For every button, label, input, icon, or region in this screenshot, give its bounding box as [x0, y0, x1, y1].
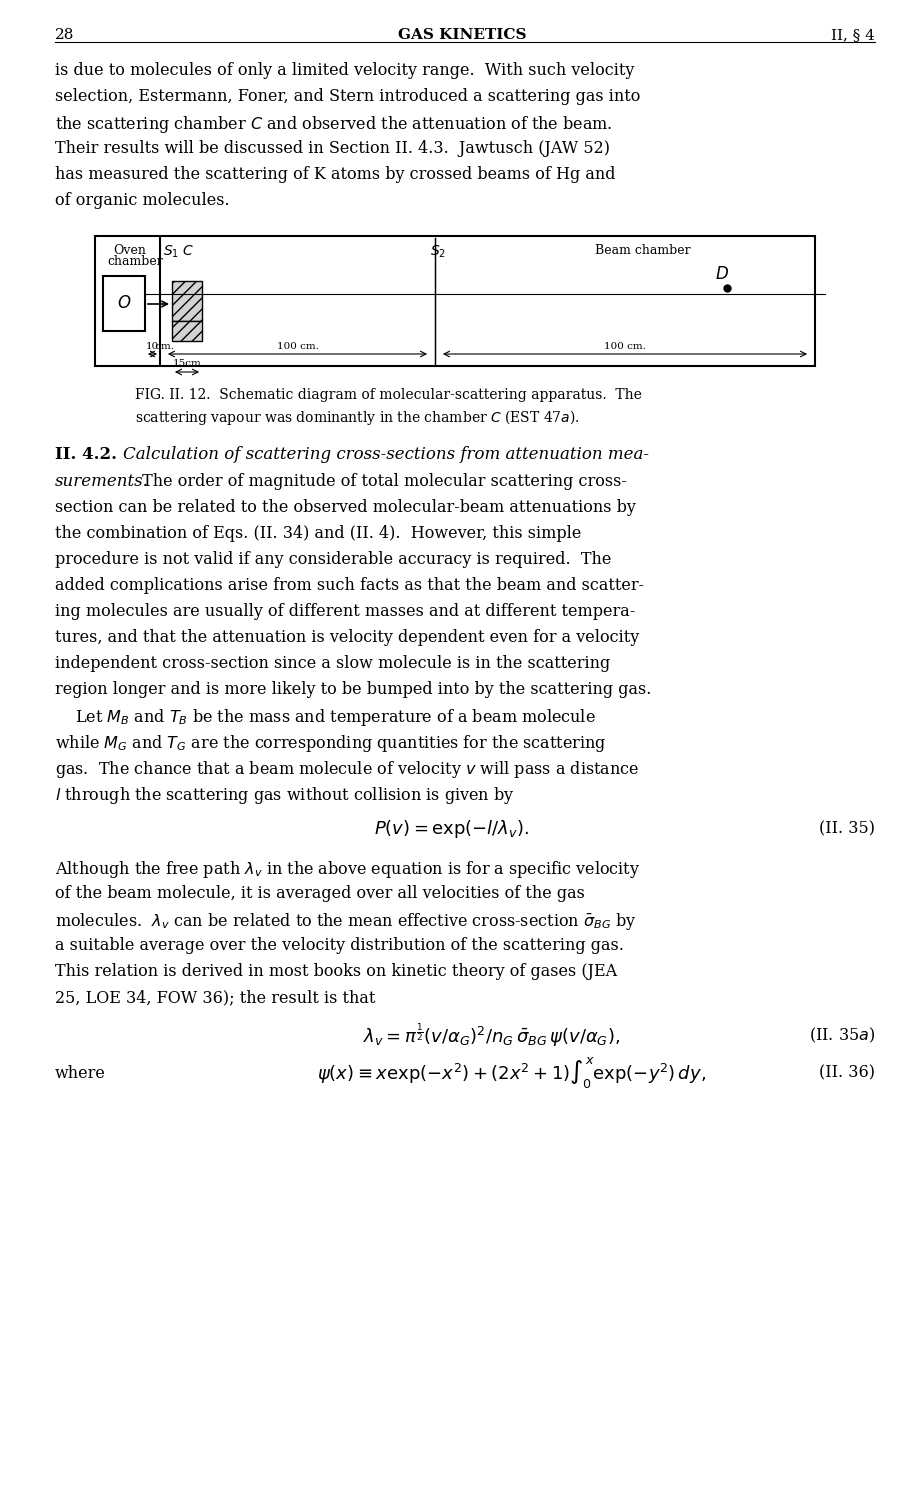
Text: $O$: $O$ — [116, 296, 131, 312]
Text: II. 4.2.: II. 4.2. — [55, 446, 117, 464]
Text: surements.: surements. — [55, 472, 149, 490]
Text: Although the free path $\lambda_v$ in the above equation is for a specific veloc: Although the free path $\lambda_v$ in th… — [55, 859, 640, 880]
Text: 100 cm.: 100 cm. — [276, 342, 319, 351]
Bar — [95, 236, 815, 366]
Text: is due to molecules of only a limited velocity range.  With such velocity: is due to molecules of only a limited ve… — [55, 62, 635, 80]
Text: 100 cm.: 100 cm. — [604, 342, 646, 351]
Text: while $M_G$ and $T_G$ are the corresponding quantities for the scattering: while $M_G$ and $T_G$ are the correspond… — [55, 734, 606, 754]
Text: $S_2$: $S_2$ — [430, 244, 446, 261]
Text: Oven: Oven — [113, 244, 146, 256]
Text: 25, LOE 34, FOW 36); the result is that: 25, LOE 34, FOW 36); the result is that — [55, 988, 375, 1006]
Text: 15cm: 15cm — [173, 358, 201, 368]
Text: This relation is derived in most books on kinetic theory of gases (JEA: This relation is derived in most books o… — [55, 963, 617, 980]
Text: (II. 36): (II. 36) — [819, 1065, 875, 1082]
Text: the combination of Eqs. (II. 34) and (II. 4).  However, this simple: the combination of Eqs. (II. 34) and (II… — [55, 525, 581, 542]
Text: chamber: chamber — [107, 255, 163, 268]
Bar — [172, 321, 202, 340]
Text: a suitable average over the velocity distribution of the scattering gas.: a suitable average over the velocity dis… — [55, 938, 624, 954]
Text: cm.: cm. — [152, 342, 175, 351]
Text: procedure is not valid if any considerable accuracy is required.  The: procedure is not valid if any considerab… — [55, 550, 612, 568]
Text: $P(v) = \exp(-l/\lambda_v).$: $P(v) = \exp(-l/\lambda_v).$ — [374, 818, 529, 840]
Text: $S_1$: $S_1$ — [163, 244, 179, 261]
Text: (II. 35$a$): (II. 35$a$) — [808, 1026, 875, 1044]
Text: has measured the scattering of K atoms by crossed beams of Hg and: has measured the scattering of K atoms b… — [55, 166, 615, 183]
Text: ing molecules are usually of different masses and at different tempera-: ing molecules are usually of different m… — [55, 603, 636, 619]
Text: Calculation of scattering cross-sections from attenuation mea-: Calculation of scattering cross-sections… — [123, 446, 649, 464]
Text: tures, and that the attenuation is velocity dependent even for a velocity: tures, and that the attenuation is veloc… — [55, 628, 639, 646]
Text: Their results will be discussed in Section II. 4.3.  Jawtusch (JAW 52): Their results will be discussed in Secti… — [55, 140, 610, 158]
Text: 28: 28 — [55, 28, 74, 42]
Text: selection, Estermann, Foner, and Stern introduced a scattering gas into: selection, Estermann, Foner, and Stern i… — [55, 88, 640, 105]
Text: Beam chamber: Beam chamber — [595, 244, 690, 256]
Text: Let $M_B$ and $T_B$ be the mass and temperature of a beam molecule: Let $M_B$ and $T_B$ be the mass and temp… — [55, 706, 596, 728]
Text: The order of magnitude of total molecular scattering cross-: The order of magnitude of total molecula… — [137, 472, 626, 490]
Text: the scattering chamber $C$ and observed the attenuation of the beam.: the scattering chamber $C$ and observed … — [55, 114, 613, 135]
Text: scattering vapour was dominantly in the chamber $C$ (EST 47$a$).: scattering vapour was dominantly in the … — [135, 408, 579, 428]
Text: gas.  The chance that a beam molecule of velocity $v$ will pass a distance: gas. The chance that a beam molecule of … — [55, 759, 639, 780]
Text: of organic molecules.: of organic molecules. — [55, 192, 230, 208]
Text: $\lambda_v = \pi^{\frac{1}{2}}(v/\alpha_G)^2/n_G\,\bar{\sigma}_{BG}\,\psi(v/\alp: $\lambda_v = \pi^{\frac{1}{2}}(v/\alpha_… — [363, 1022, 621, 1048]
Text: $l$ through the scattering gas without collision is given by: $l$ through the scattering gas without c… — [55, 784, 515, 806]
Text: GAS KINETICS: GAS KINETICS — [397, 28, 527, 42]
Text: II, § 4: II, § 4 — [831, 28, 875, 42]
Text: added complications arise from such facts as that the beam and scatter-: added complications arise from such fact… — [55, 578, 644, 594]
Text: of the beam molecule, it is averaged over all velocities of the gas: of the beam molecule, it is averaged ove… — [55, 885, 585, 902]
Bar — [103, 276, 145, 332]
Text: molecules.  $\lambda_v$ can be related to the mean effective cross-section $\bar: molecules. $\lambda_v$ can be related to… — [55, 910, 637, 932]
Text: independent cross-section since a slow molecule is in the scattering: independent cross-section since a slow m… — [55, 656, 610, 672]
Text: $D$: $D$ — [715, 266, 729, 284]
Text: $C$: $C$ — [182, 244, 194, 258]
Text: region longer and is more likely to be bumped into by the scattering gas.: region longer and is more likely to be b… — [55, 681, 651, 698]
Text: where: where — [55, 1065, 106, 1082]
Text: $\psi(x) \equiv x\exp(-x^2)+(2x^2+1)\int_0^x \exp(-y^2)\,dy,$: $\psi(x) \equiv x\exp(-x^2)+(2x^2+1)\int… — [318, 1056, 707, 1090]
Text: FIG. II. 12.  Schematic diagram of molecular-scattering apparatus.  The: FIG. II. 12. Schematic diagram of molecu… — [135, 388, 642, 402]
Text: 10: 10 — [146, 342, 159, 351]
Text: section can be related to the observed molecular-beam attenuations by: section can be related to the observed m… — [55, 500, 636, 516]
Text: (II. 35): (II. 35) — [819, 821, 875, 837]
Bar — [172, 280, 202, 321]
